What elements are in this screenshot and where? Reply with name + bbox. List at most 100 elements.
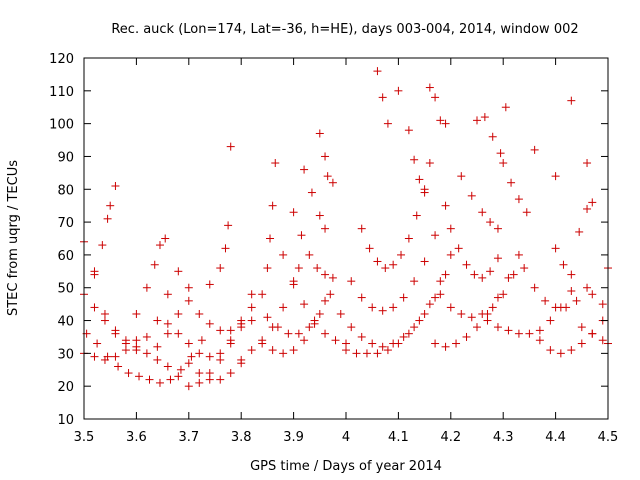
data-point <box>410 277 419 286</box>
data-point <box>446 224 455 233</box>
data-point <box>195 369 204 378</box>
data-point <box>415 316 424 325</box>
data-point <box>415 175 424 184</box>
data-point <box>467 313 476 322</box>
data-point <box>452 339 461 348</box>
data-point <box>480 113 489 122</box>
data-point <box>473 116 481 125</box>
data-point <box>562 303 571 312</box>
data-point <box>184 296 193 305</box>
data-point <box>420 309 429 318</box>
data-point <box>436 116 445 125</box>
data-point <box>163 290 172 299</box>
data-point <box>457 172 466 181</box>
data-point <box>321 329 330 338</box>
data-point <box>205 319 214 328</box>
data-point <box>315 129 324 138</box>
data-point <box>155 241 164 250</box>
data-point <box>373 349 382 358</box>
data-point <box>507 178 516 187</box>
data-point <box>535 326 544 335</box>
data-point <box>150 260 159 269</box>
data-point <box>530 283 539 292</box>
data-point <box>420 257 429 266</box>
data-point <box>197 336 206 345</box>
data-point <box>184 283 193 292</box>
data-point <box>478 273 487 282</box>
data-point <box>383 346 392 355</box>
data-point <box>163 319 172 328</box>
data-point <box>205 280 214 289</box>
data-point <box>577 323 586 332</box>
data-point <box>509 270 518 279</box>
y-tick-label: 70 <box>57 216 74 231</box>
data-point <box>473 323 481 332</box>
data-point <box>226 369 235 378</box>
data-point <box>331 336 340 345</box>
data-point <box>226 142 235 151</box>
y-tick-label: 100 <box>49 118 74 133</box>
data-point <box>347 323 356 332</box>
data-point <box>551 172 560 181</box>
x-axis-title: GPS time / Days of year 2014 <box>250 459 442 474</box>
data-point <box>501 103 510 112</box>
data-point <box>404 329 413 338</box>
data-point <box>310 316 319 325</box>
data-point <box>556 349 565 358</box>
data-point <box>378 93 387 102</box>
y-tick-label: 40 <box>57 315 74 330</box>
data-point <box>221 244 230 253</box>
data-point <box>588 329 597 338</box>
data-point <box>315 309 324 318</box>
data-point <box>441 119 450 128</box>
data-point <box>420 188 429 197</box>
y-tick-label: 20 <box>57 380 74 395</box>
data-point <box>142 283 151 292</box>
data-point <box>166 375 175 384</box>
data-point <box>153 355 162 364</box>
data-point <box>514 250 523 259</box>
data-point <box>583 283 592 292</box>
data-point <box>90 352 99 361</box>
data-point <box>289 208 298 217</box>
data-point <box>462 260 471 269</box>
y-tick-label: 120 <box>49 52 74 67</box>
data-point <box>478 208 487 217</box>
data-point <box>328 178 337 187</box>
data-point <box>100 316 109 325</box>
data-point <box>436 277 445 286</box>
data-point <box>142 349 151 358</box>
data-point <box>486 218 495 227</box>
data-point <box>124 369 133 378</box>
data-point <box>446 250 455 259</box>
data-point <box>305 250 314 259</box>
data-point <box>457 309 466 318</box>
data-point <box>174 372 183 381</box>
data-point <box>425 300 434 309</box>
data-point <box>462 332 471 341</box>
data-point <box>520 264 529 273</box>
data-point <box>583 159 592 168</box>
data-point <box>297 231 306 240</box>
data-point <box>567 270 576 279</box>
data-point <box>381 264 390 273</box>
data-point <box>184 339 193 348</box>
data-point <box>431 93 440 102</box>
data-point <box>588 290 597 299</box>
data-point <box>478 309 487 318</box>
x-tick-label: 4.4 <box>545 430 566 445</box>
data-point <box>378 306 387 315</box>
data-point <box>90 303 99 312</box>
data-point <box>90 267 99 276</box>
data-point <box>184 382 193 391</box>
data-point <box>98 241 107 250</box>
data-point <box>493 224 502 233</box>
data-point <box>365 244 374 253</box>
data-point <box>195 378 204 387</box>
data-point <box>321 152 330 161</box>
data-point <box>394 86 403 95</box>
axis-ticks <box>83 57 609 420</box>
data-point <box>598 300 607 309</box>
data-point <box>176 365 185 374</box>
